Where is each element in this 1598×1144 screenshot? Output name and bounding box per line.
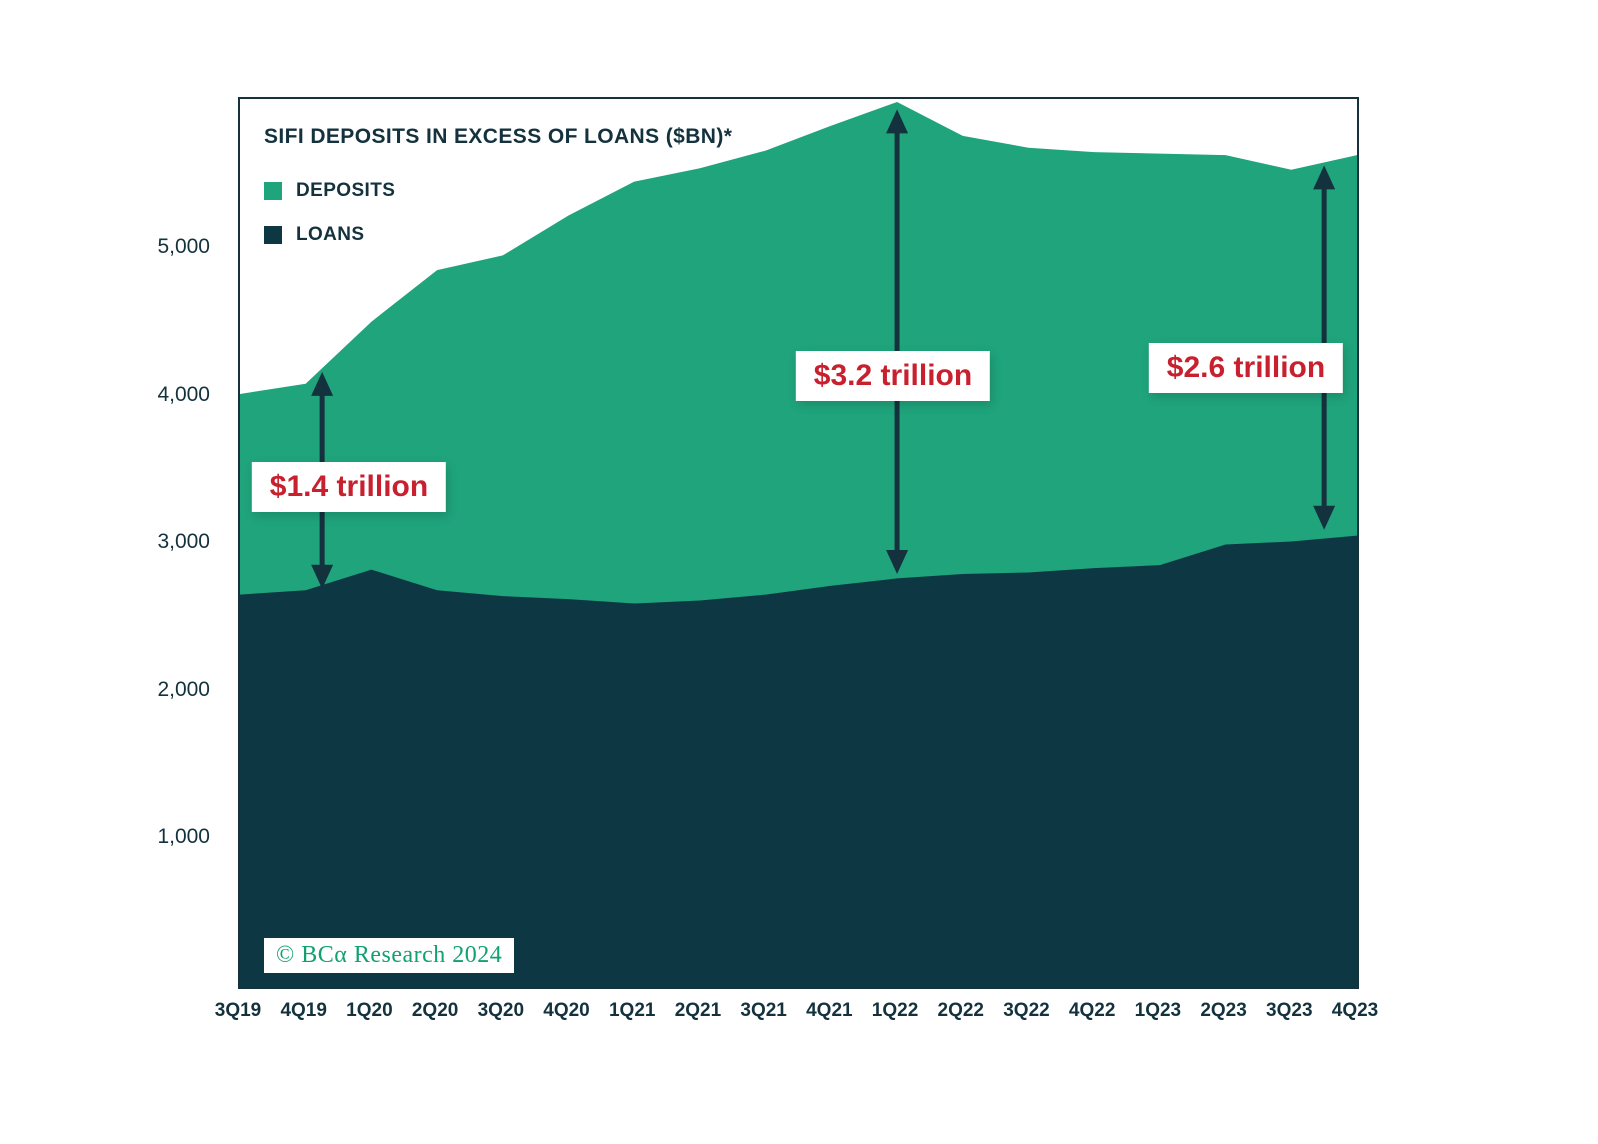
x-axis-tick-label: 1Q22	[871, 1000, 919, 1021]
x-axis-tick-label: 1Q20	[346, 1000, 393, 1021]
legend-label-loans: LOANS	[296, 224, 365, 245]
x-axis-tick-label: 3Q23	[1266, 1000, 1313, 1021]
loans-area	[240, 535, 1357, 987]
x-axis-tick-label: 4Q22	[1068, 1000, 1116, 1021]
arrowhead-icon	[1313, 505, 1336, 530]
annotation-label: $2.6 trillion	[1148, 343, 1344, 393]
annotation-label: $1.4 trillion	[251, 462, 447, 512]
x-axis-tick-label: 4Q23	[1331, 1000, 1379, 1021]
x-axis-tick-label: 4Q21	[806, 1000, 853, 1021]
x-axis-tick-label: 2Q22	[937, 1000, 984, 1021]
area-chart	[240, 102, 1357, 987]
legend-item-deposits: DEPOSITS	[264, 169, 395, 213]
legend: DEPOSITS LOANS	[264, 169, 395, 257]
x-axis-tick-label: 3Q22	[1003, 1000, 1050, 1021]
x-axis-tick-label: 2Q20	[411, 1000, 459, 1021]
x-axis-tick-label: 4Q19	[280, 1000, 327, 1021]
x-axis-tick-label: 3Q19	[214, 1000, 262, 1021]
y-axis-tick-label: 1,000	[157, 825, 210, 849]
y-axis-tick-label: 3,000	[157, 530, 210, 554]
x-axis-tick-label: 1Q21	[608, 1000, 656, 1021]
y-axis-tick-label: 2,000	[157, 677, 210, 701]
x-axis-tick-label: 1Q23	[1134, 1000, 1182, 1021]
arrowhead-icon	[311, 564, 334, 589]
x-axis-tick-label: 3Q20	[477, 1000, 525, 1021]
arrowhead-icon	[886, 109, 909, 134]
arrowhead-icon	[1313, 165, 1336, 190]
annotation-arrow	[886, 109, 909, 574]
y-axis-tick-label: 4,000	[157, 382, 210, 406]
arrowhead-icon	[311, 371, 334, 396]
plot-area: SIFI DEPOSITS IN EXCESS OF LOANS ($BN)* …	[238, 97, 1359, 989]
arrowhead-icon	[886, 549, 909, 574]
deposits-swatch-icon	[264, 182, 282, 200]
chart-title: SIFI DEPOSITS IN EXCESS OF LOANS ($BN)*	[264, 125, 733, 148]
y-axis-tick-label: 5,000	[157, 235, 210, 259]
x-axis-tick-label: 2Q21	[674, 1000, 722, 1021]
x-axis-tick-label: 4Q20	[543, 1000, 590, 1021]
legend-label-deposits: DEPOSITS	[296, 180, 396, 201]
loans-swatch-icon	[264, 226, 282, 244]
x-axis-tick-label: 3Q21	[740, 1000, 787, 1021]
x-axis-tick-label: 2Q23	[1200, 1000, 1247, 1021]
annotation-label: $3.2 trillion	[795, 351, 991, 401]
copyright: © BCα Research 2024	[264, 938, 515, 973]
legend-item-loans: LOANS	[264, 213, 395, 257]
